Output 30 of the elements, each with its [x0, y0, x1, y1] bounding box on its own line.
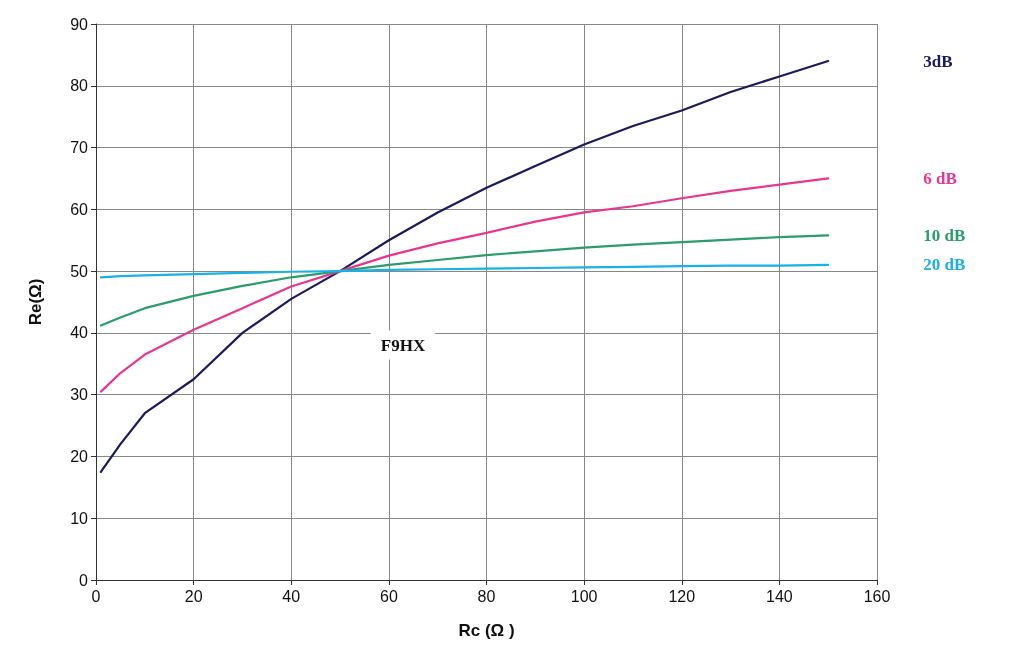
y-tick-label: 70: [70, 139, 89, 157]
y-tick-label: 40: [70, 324, 89, 342]
x-tick-label: 160: [863, 587, 891, 605]
x-tick-label: 100: [570, 587, 598, 605]
x-tick-label: 0: [91, 587, 101, 605]
text: 6 dB: [923, 168, 957, 188]
x-tick-label: 20: [184, 587, 203, 605]
text: 3dB: [923, 51, 953, 71]
y-tick-label: 0: [79, 571, 89, 589]
text: 20 dB: [923, 255, 966, 275]
x-tick-label: 40: [282, 587, 301, 605]
annotation: F9HX: [380, 335, 426, 355]
y-tick-label: 60: [70, 200, 89, 218]
y-tick-label: 90: [70, 15, 89, 33]
line-series: [99, 234, 830, 327]
text: 10 dB: [923, 225, 966, 245]
x-tick-label: 60: [379, 587, 398, 605]
y-tick-label: 80: [70, 77, 89, 95]
y-tick-label: 10: [70, 509, 89, 527]
x-tick-label: 140: [766, 587, 793, 605]
x-axis-title: Rc (Ω ): [458, 621, 515, 640]
x-tick-label: 80: [477, 587, 496, 605]
line-series: [99, 263, 830, 279]
line-series: [99, 59, 830, 473]
y-tick-label: 20: [70, 447, 89, 465]
line-series: [99, 177, 830, 393]
y-axis-title: Re(Ω): [26, 278, 45, 326]
x-tick-label: 120: [668, 587, 696, 605]
y-tick-label: 50: [70, 262, 89, 280]
y-tick-label: 30: [70, 386, 89, 404]
